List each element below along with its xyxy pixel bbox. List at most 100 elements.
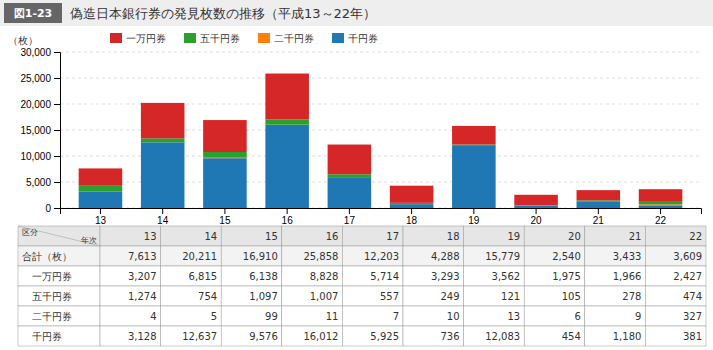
table-cell — [18, 226, 100, 246]
table-cell — [342, 306, 403, 326]
bar — [390, 186, 434, 203]
table-value: 99 — [265, 311, 278, 322]
table-cell — [100, 266, 161, 286]
table-cell — [524, 226, 585, 246]
table-value: 16,012 — [303, 331, 338, 342]
bar — [390, 204, 434, 208]
table-value: 9 — [635, 311, 641, 322]
table-value: 17 — [386, 231, 399, 242]
title-bar-bg — [0, 0, 713, 26]
bar — [577, 190, 621, 200]
table-value: 15 — [265, 231, 278, 242]
table-value: 3,609 — [673, 251, 702, 262]
table-value: 12,203 — [364, 251, 399, 262]
table-cell — [221, 226, 282, 246]
table-cell — [524, 326, 585, 346]
table-value: 1,007 — [310, 291, 339, 302]
tick: 21 — [593, 208, 605, 226]
tick-label: 5,000 — [26, 177, 51, 188]
table-cell — [100, 286, 161, 306]
tick: 22 — [655, 208, 667, 226]
table-value: 327 — [683, 311, 702, 322]
tick: 20,000 — [20, 99, 60, 110]
tick: 18 — [406, 208, 418, 226]
bar — [390, 204, 434, 205]
table-value: 2,540 — [552, 251, 581, 262]
table-cell — [645, 326, 706, 346]
table-value: 16,910 — [243, 251, 278, 262]
table-cell — [464, 226, 525, 246]
table-corner-label: 年次 — [81, 236, 97, 245]
tick-label: 10,000 — [20, 151, 51, 162]
table-cell — [282, 326, 343, 346]
tick-mark — [473, 208, 474, 214]
tick-label: 15,000 — [20, 125, 51, 136]
table-value: 6 — [574, 311, 580, 322]
tick-mark — [660, 208, 661, 214]
table-row-label: 二千円券 — [32, 311, 72, 322]
bar — [452, 145, 496, 146]
table-value: 1,975 — [552, 271, 581, 282]
table-value: 22 — [689, 231, 702, 242]
table-cell — [18, 266, 100, 286]
tick-label: 17 — [344, 215, 356, 226]
bar — [79, 168, 123, 185]
tick-label: 20 — [531, 215, 543, 226]
table-cell — [645, 226, 706, 246]
tick-mark — [54, 52, 60, 53]
table-cell — [282, 246, 343, 266]
table-cell — [342, 246, 403, 266]
tick-label: 19 — [468, 215, 480, 226]
table-cell — [18, 326, 100, 346]
table-value: 4 — [150, 311, 156, 322]
table-value: 3,128 — [128, 331, 157, 342]
bar — [514, 206, 558, 208]
table-value: 20 — [568, 231, 581, 242]
table-cell — [585, 226, 646, 246]
table-corner-label: 区分 — [22, 228, 38, 237]
legend-swatch — [332, 33, 344, 43]
tick-label: 18 — [406, 215, 418, 226]
table-value: 381 — [683, 331, 702, 342]
axis-line — [54, 53, 61, 209]
bars — [79, 74, 683, 208]
tick-label: 25,000 — [20, 73, 51, 84]
table-value: 736 — [441, 331, 460, 342]
table-value: 2,427 — [673, 271, 702, 282]
bar — [639, 189, 683, 202]
table-cell — [464, 266, 525, 286]
table-cell — [464, 326, 525, 346]
table-cell — [524, 266, 585, 286]
grid-line — [60, 78, 701, 79]
bar — [514, 205, 558, 206]
tick-mark — [224, 208, 225, 214]
table-cell — [18, 286, 100, 306]
table-cell — [18, 306, 100, 326]
table-cell — [342, 266, 403, 286]
table-value: 9,576 — [249, 331, 278, 342]
table-cell — [161, 306, 222, 326]
chart-svg: 図1-23偽造日本銀行券の発見枚数の推移（平成13～22年）05,00010,0… — [0, 0, 713, 350]
title: 偽造日本銀行券の発見枚数の推移（平成13～22年） — [70, 6, 376, 21]
table-cell — [585, 246, 646, 266]
table-value: 20,211 — [182, 251, 217, 262]
table-cell — [585, 306, 646, 326]
table-cell — [221, 246, 282, 266]
table-value: 1,180 — [613, 331, 642, 342]
tick-mark — [54, 156, 60, 157]
table-cell — [585, 286, 646, 306]
tick-mark — [100, 208, 101, 214]
bar — [514, 195, 558, 205]
table-value: 278 — [622, 291, 641, 302]
tick-label: 21 — [593, 215, 605, 226]
table-value: 557 — [380, 291, 399, 302]
legend-label: 二千円券 — [274, 33, 314, 44]
tick-mark — [54, 130, 60, 131]
tick: 15 — [219, 208, 231, 226]
table-cell — [585, 326, 646, 346]
chart-container: 図1-23偽造日本銀行券の発見枚数の推移（平成13～22年）05,00010,0… — [0, 0, 713, 350]
table-cell — [403, 286, 464, 306]
figure-label-box — [4, 3, 62, 23]
table-value: 454 — [562, 331, 581, 342]
tick-mark — [54, 78, 60, 79]
